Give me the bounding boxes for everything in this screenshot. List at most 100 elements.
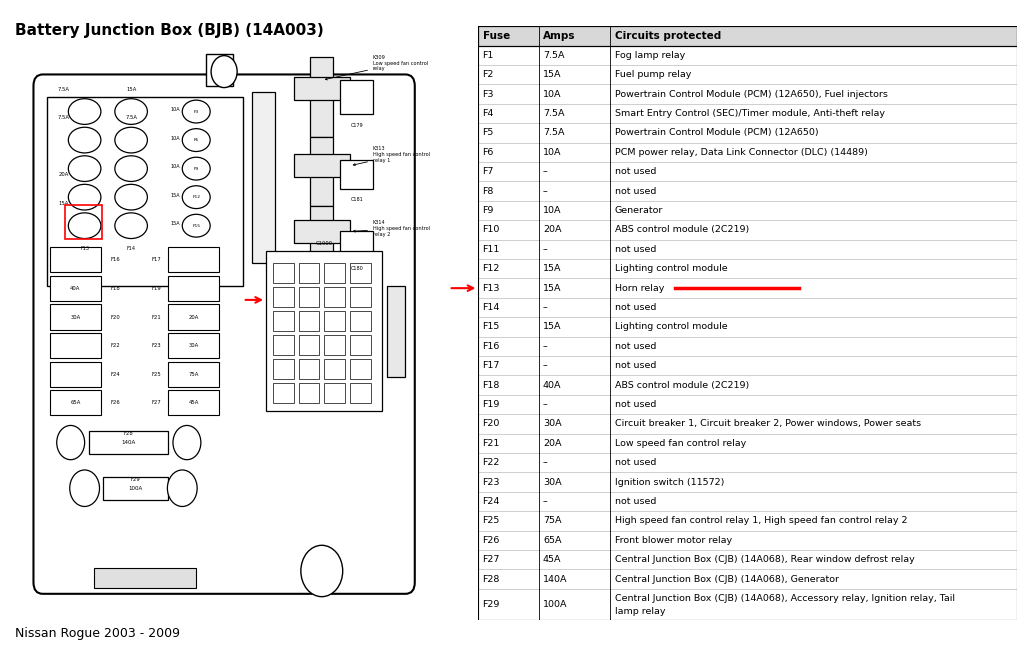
Text: –: – (543, 497, 548, 506)
Ellipse shape (68, 155, 101, 182)
Bar (273, 382, 294, 403)
Bar (478, 104, 1017, 123)
Text: not used: not used (614, 361, 656, 370)
Text: Central Junction Box (CJB) (14A068), Accessory relay, Ignition relay, Tail: Central Junction Box (CJB) (14A068), Acc… (614, 594, 955, 604)
Text: not used: not used (614, 303, 656, 312)
Text: Powertrain Control Module (PCM) (12A650): Powertrain Control Module (PCM) (12A650) (614, 129, 819, 138)
Text: F12: F12 (482, 264, 500, 274)
Ellipse shape (114, 155, 147, 182)
Ellipse shape (114, 127, 147, 153)
Bar (273, 335, 294, 355)
Text: F19: F19 (151, 286, 161, 291)
Bar (310, 206, 333, 268)
Text: Central Junction Box (CJB) (14A068), Generator: Central Junction Box (CJB) (14A068), Gen… (614, 575, 839, 584)
Text: High speed fan control relay 1, High speed fan control relay 2: High speed fan control relay 1, High spe… (614, 516, 908, 525)
Bar (273, 359, 294, 379)
Text: lamp relay: lamp relay (614, 607, 665, 616)
Text: 10A: 10A (543, 206, 561, 215)
Bar (478, 65, 1017, 85)
Ellipse shape (182, 100, 211, 123)
Text: 7.5A: 7.5A (543, 129, 564, 138)
Bar (478, 375, 1017, 395)
Ellipse shape (182, 186, 211, 209)
Bar (324, 287, 345, 307)
Bar (350, 359, 371, 379)
Text: F15: F15 (482, 323, 500, 331)
Bar (478, 46, 1017, 65)
Ellipse shape (68, 127, 101, 153)
Text: ABS control module (2C219): ABS control module (2C219) (614, 226, 749, 234)
Text: K309
Low speed fan control
relay: K309 Low speed fan control relay (325, 54, 428, 80)
Bar (478, 162, 1017, 182)
Bar (273, 263, 294, 283)
Text: F29: F29 (131, 477, 141, 482)
Bar (387, 285, 406, 377)
Text: 30A: 30A (543, 478, 561, 487)
Text: F10: F10 (482, 226, 500, 234)
Text: 10A: 10A (171, 108, 180, 112)
Text: F8: F8 (128, 189, 134, 194)
Bar (273, 287, 294, 307)
Text: F7: F7 (82, 189, 88, 194)
Text: –: – (543, 459, 548, 467)
Bar (478, 356, 1017, 375)
Circle shape (168, 470, 197, 506)
Text: 140A: 140A (122, 440, 136, 445)
Bar (478, 142, 1017, 162)
Bar (478, 492, 1017, 511)
Bar (478, 531, 1017, 550)
Bar (478, 337, 1017, 356)
Text: F23: F23 (151, 343, 161, 348)
Text: 15A: 15A (543, 283, 561, 293)
Ellipse shape (68, 184, 101, 210)
Text: 100A: 100A (543, 600, 567, 609)
Text: F16: F16 (482, 342, 500, 351)
Text: K314
High speed fan control
relay 2: K314 High speed fan control relay 2 (354, 220, 430, 237)
Text: 140A: 140A (543, 575, 567, 584)
Text: F17: F17 (151, 257, 161, 262)
Bar (478, 395, 1017, 415)
Text: –: – (543, 245, 548, 254)
Text: 45A: 45A (189, 400, 199, 405)
Ellipse shape (182, 215, 211, 237)
Ellipse shape (68, 98, 101, 125)
Text: 7.5A: 7.5A (125, 115, 137, 120)
Text: Circuits protected: Circuits protected (614, 31, 721, 41)
Text: F16: F16 (110, 257, 120, 262)
Text: not used: not used (614, 187, 656, 195)
Text: 7.5A: 7.5A (57, 115, 69, 120)
Text: F28: F28 (482, 575, 500, 584)
Text: F12: F12 (192, 195, 200, 199)
Text: K313
High speed fan control
relay 1: K313 High speed fan control relay 1 (354, 146, 430, 165)
Text: 75A: 75A (543, 516, 561, 525)
Bar (478, 123, 1017, 142)
Bar (294, 154, 350, 177)
Text: –: – (543, 187, 548, 195)
Text: C1000: C1000 (316, 241, 333, 246)
Text: F9: F9 (193, 167, 199, 171)
Text: not used: not used (614, 459, 656, 467)
Bar (350, 335, 371, 355)
Bar (50, 247, 101, 272)
Bar (47, 97, 243, 285)
Text: F27: F27 (482, 555, 500, 564)
Text: F24: F24 (110, 371, 120, 377)
Text: Fog lamp relay: Fog lamp relay (614, 51, 685, 60)
Text: F13: F13 (482, 283, 500, 293)
Bar (324, 335, 345, 355)
Ellipse shape (114, 213, 147, 239)
Text: –: – (543, 167, 548, 176)
Bar (205, 54, 233, 86)
Text: F8: F8 (482, 187, 494, 195)
Bar (50, 304, 101, 329)
Text: F2: F2 (128, 131, 134, 136)
Bar (294, 220, 350, 243)
FancyBboxPatch shape (34, 75, 415, 594)
Bar (478, 298, 1017, 318)
Text: 10A: 10A (543, 148, 561, 157)
Bar (169, 333, 220, 358)
Bar (324, 263, 345, 283)
Text: F13: F13 (80, 246, 89, 251)
Text: F21: F21 (151, 314, 161, 319)
Text: F6: F6 (193, 138, 199, 142)
